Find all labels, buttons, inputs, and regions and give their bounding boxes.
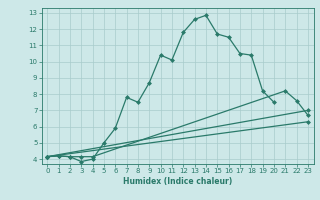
X-axis label: Humidex (Indice chaleur): Humidex (Indice chaleur): [123, 177, 232, 186]
